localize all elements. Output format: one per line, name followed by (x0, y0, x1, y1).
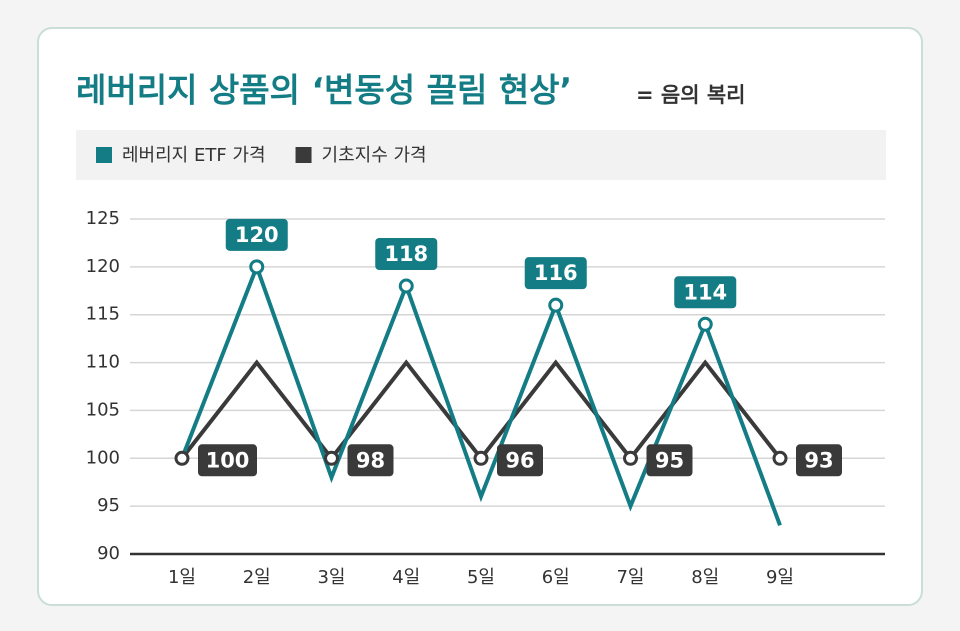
series-line (180, 261, 782, 526)
y-tick-label: 100 (86, 447, 120, 468)
point-marker (473, 450, 489, 466)
label-bg (375, 238, 438, 270)
point-marker (772, 450, 788, 466)
point-marker (324, 450, 339, 466)
y-tick-label: 105 (86, 399, 120, 420)
legend-swatch (96, 147, 112, 163)
chart-title: 레버리지 상품의 ‘변동성 끌림 현상’ (76, 71, 572, 110)
y-tick-label: 115 (86, 304, 120, 325)
label-bg (646, 444, 693, 477)
label-bg (225, 218, 288, 251)
label-bg (198, 444, 257, 477)
point-marker (249, 259, 265, 275)
x-tick-label: 3일 (317, 567, 345, 588)
x-tick-label: 2일 (243, 567, 271, 588)
legend-label: 레버리지 ETF 가격 (122, 145, 266, 166)
label-bg (524, 257, 587, 290)
x-tick-label: 4일 (392, 567, 420, 588)
data-label: 96 (505, 448, 534, 472)
data-label: 114 (683, 280, 727, 304)
legend-swatch (295, 147, 312, 163)
label-bg (674, 276, 737, 309)
legend-label: 기초지수 가격 (322, 145, 427, 166)
x-tick-label: 7일 (616, 567, 644, 588)
data-label: 100 (206, 448, 250, 472)
data-label: 93 (804, 448, 833, 472)
data-label: 98 (356, 448, 385, 472)
data-label: 95 (655, 448, 684, 472)
y-tick-label: 120 (86, 256, 120, 277)
data-label: 116 (534, 261, 578, 285)
y-tick-label: 90 (97, 543, 120, 564)
x-tick-label: 9일 (766, 567, 794, 588)
point-marker (623, 450, 638, 466)
point-marker (398, 278, 414, 294)
legend-box (76, 130, 886, 180)
data-label: 118 (384, 242, 428, 266)
data-label: 120 (235, 223, 279, 247)
label-bg (796, 444, 842, 477)
point-marker (548, 297, 564, 313)
card (37, 27, 923, 606)
y-tick-label: 95 (97, 495, 120, 516)
point-marker (697, 316, 713, 332)
x-tick-label: 8일 (691, 567, 719, 588)
chart-subtitle: = 음의 복리 (636, 83, 746, 107)
x-tick-label: 6일 (542, 567, 570, 588)
label-bg (347, 444, 394, 477)
point-marker (174, 450, 190, 466)
x-tick-label: 1일 (168, 567, 196, 588)
y-tick-label: 110 (86, 352, 120, 373)
y-tick-label: 125 (86, 208, 120, 229)
label-bg (497, 444, 543, 477)
x-tick-label: 5일 (467, 567, 495, 588)
